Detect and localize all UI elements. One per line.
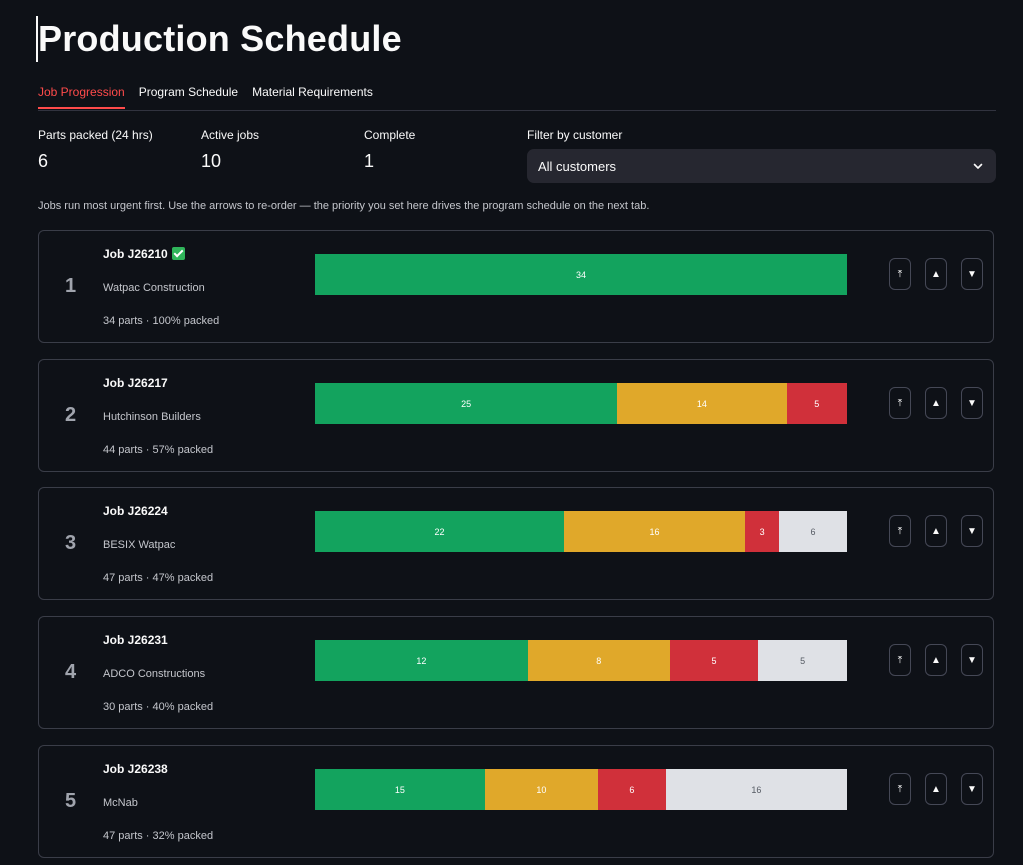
move-to-top-button[interactable]: ⤒ [889,515,911,547]
in-progress-segment: 8 [527,640,670,681]
progress-bar: 22 16 3 6 [315,511,847,552]
pending-segment: 16 [665,769,847,810]
move-up-button[interactable]: ▲ [925,515,947,547]
job-customer: Hutchinson Builders [103,411,201,423]
job-name-text: Job J26238 [103,762,168,776]
metric-parts-packed: Parts packed (24 hrs) 6 [38,128,153,171]
move-up-button[interactable]: ▲ [925,387,947,419]
chevron-down-icon [973,163,983,169]
job-stats: 44 parts · 57% packed [103,444,214,456]
move-down-button[interactable]: ▼ [961,387,983,419]
job-rank: 1 [65,275,77,297]
filter-label: Filter by customer [527,128,623,142]
job-rank: 3 [65,532,77,554]
job-name-text: Job J26217 [103,376,168,390]
tab-material-requirements[interactable]: Material Requirements [252,85,373,99]
progress-bar: 25 14 5 [315,383,847,424]
metric-active-jobs: Active jobs 10 [201,128,259,171]
tab-job-progression[interactable]: Job Progression [38,82,125,109]
move-up-button[interactable]: ▲ [925,644,947,676]
job-name: Job J26217 [103,376,168,390]
job-name-text: Job J26210 [103,247,168,261]
customer-filter: Filter by customer All customers [527,128,996,183]
metric-label: Parts packed (24 hrs) [38,128,153,142]
job-name: Job J26210 [103,247,185,261]
job-name-text: Job J26224 [103,504,168,518]
metric-complete: Complete 1 [364,128,415,171]
metric-value: 6 [38,151,49,171]
blocked-segment: 5 [669,640,759,681]
metric-value: 10 [201,151,222,171]
progress-bar: 15 10 6 16 [315,769,847,810]
move-to-top-button[interactable]: ⤒ [889,773,911,805]
in-progress-segment: 16 [564,511,746,552]
blocked-segment: 5 [786,383,847,424]
job-card: 2 Job J26217 Hutchinson Builders 44 parts ·… [38,359,994,472]
job-card: 3 Job J26224 BESIX Watpac 47 parts · 47% pa… [38,487,994,600]
job-name: Job J26231 [103,633,168,647]
job-card: 5 Job J26238 McNab 47 parts · 32% packed 15 1… [38,745,994,858]
progress-bar: 34 [315,254,847,295]
job-stats: 34 parts · 100% packed [103,315,220,327]
job-stats: 30 parts · 40% packed [103,701,214,713]
move-up-button[interactable]: ▲ [925,773,947,805]
blocked-segment: 6 [597,769,666,810]
job-rank: 5 [65,790,77,812]
in-progress-segment: 10 [484,769,598,810]
move-up-button[interactable]: ▲ [925,258,947,290]
packed-segment: 25 [315,383,618,424]
job-customer: Watpac Construction [103,282,205,294]
job-name-text: Job J26231 [103,633,168,647]
metric-label: Active jobs [201,128,260,142]
metric-value: 1 [364,151,375,171]
customer-select[interactable]: All customers [527,149,996,183]
blocked-segment: 3 [745,511,780,552]
job-stats: 47 parts · 32% packed [103,830,214,842]
job-stats: 47 parts · 47% packed [103,572,214,584]
move-down-button[interactable]: ▼ [961,644,983,676]
job-rank: 4 [65,661,77,683]
packed-segment: 34 [315,254,847,295]
job-customer: BESIX Watpac [103,539,176,551]
in-progress-segment: 14 [617,383,787,424]
progress-bar: 12 8 5 5 [315,640,847,681]
pending-segment: 6 [779,511,847,552]
tab-bar: Job Progression Program Schedule Materia… [38,82,996,111]
pending-segment: 5 [758,640,847,681]
packed-segment: 12 [315,640,528,681]
move-to-top-button[interactable]: ⤒ [889,387,911,419]
move-to-top-button[interactable]: ⤒ [889,644,911,676]
select-value: All customers [538,158,617,174]
metric-label: Complete [364,128,416,142]
job-name: Job J26224 [103,504,168,518]
job-card: 1 Job J26210 Watpac Construction 34 parts ·… [38,230,994,343]
move-down-button[interactable]: ▼ [961,773,983,805]
job-customer: McNab [103,797,138,809]
move-down-button[interactable]: ▼ [961,258,983,290]
packed-segment: 15 [315,769,485,810]
job-customer: ADCO Constructions [103,668,206,680]
move-down-button[interactable]: ▼ [961,515,983,547]
tab-program-schedule[interactable]: Program Schedule [138,85,239,99]
page-title: Production Schedule [36,16,402,62]
check-mark-icon [171,247,185,260]
job-name: Job J26238 [103,762,168,776]
instructions-caption: Jobs run most urgent first. Use the arro… [38,200,650,212]
job-rank: 2 [65,404,77,426]
packed-segment: 22 [315,511,565,552]
job-card: 4 Job J26231 ADCO Constructions 30 parts · … [38,616,994,729]
move-to-top-button[interactable]: ⤒ [889,258,911,290]
